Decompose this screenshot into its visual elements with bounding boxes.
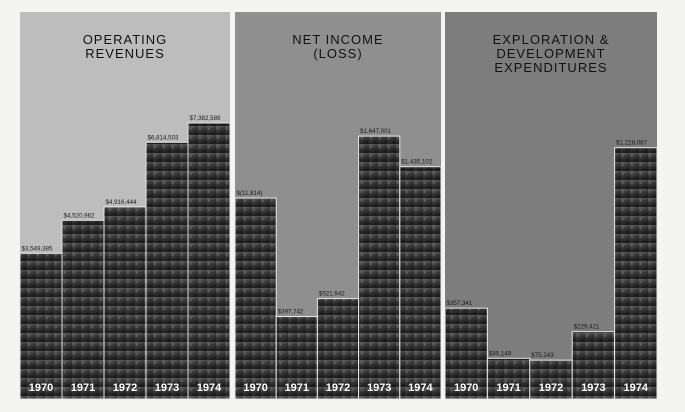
- bar-1974: [187, 122, 231, 400]
- panel-title: NET INCOME(LOSS): [292, 32, 383, 61]
- panel-title-line: EXPENDITURES: [494, 60, 607, 75]
- year-label: 1970: [29, 382, 53, 394]
- value-label: $229,421: [574, 324, 600, 331]
- bar-1973: [145, 141, 189, 400]
- bar-1972: [529, 359, 573, 400]
- value-label: $(11,814): [237, 190, 263, 197]
- value-label: $4,520,962: [64, 212, 96, 219]
- bar-1973: [358, 135, 401, 400]
- year-label: 1974: [624, 382, 649, 394]
- panel-title-line: (LOSS): [313, 46, 362, 61]
- panel-title-line: REVENUES: [85, 46, 165, 61]
- year-label: 1972: [113, 382, 137, 394]
- value-label: $357,341: [447, 300, 473, 307]
- bar-1970: [19, 252, 63, 400]
- value-label: $1,435,102: [401, 159, 433, 166]
- bar-1972: [103, 206, 147, 400]
- panel-title-line: NET INCOME: [292, 32, 383, 47]
- year-label: 1973: [155, 382, 179, 394]
- year-label: 1974: [408, 382, 433, 394]
- bar-1972: [316, 298, 360, 400]
- value-label: $1,647,001: [360, 128, 392, 135]
- value-label: $6,814,503: [148, 134, 180, 141]
- panel-title-line: OPERATING: [83, 32, 168, 47]
- year-label: 1973: [367, 382, 391, 394]
- year-label: 1970: [454, 382, 478, 394]
- year-label: 1972: [539, 382, 563, 394]
- bar-1971: [275, 316, 318, 400]
- bar-1970: [234, 197, 277, 400]
- bar-1974: [399, 166, 442, 400]
- value-label: $3,549,385: [22, 245, 54, 252]
- value-label: $1,228,087: [616, 140, 648, 147]
- bar-1970: [444, 307, 488, 400]
- value-label: $7,382,589: [190, 115, 222, 122]
- year-label: 1971: [285, 382, 309, 394]
- bar-1973: [571, 331, 616, 400]
- value-label: $521,942: [319, 291, 345, 298]
- panel-title-line: DEVELOPMENT: [496, 46, 605, 61]
- chart-panel-2: NET INCOME(LOSS) $(11,814) $397,742 $521,94…: [234, 12, 442, 400]
- year-label: 1973: [581, 382, 605, 394]
- value-label: $75,243: [531, 352, 554, 359]
- panel-title-line: EXPLORATION &: [493, 32, 610, 47]
- bar-1971: [61, 219, 105, 400]
- year-label: 1974: [197, 382, 222, 394]
- year-label: 1971: [496, 382, 520, 394]
- value-label: $4,916,444: [106, 199, 138, 206]
- year-label: 1971: [71, 382, 95, 394]
- bar-1974: [614, 147, 658, 400]
- year-label: 1972: [326, 382, 350, 394]
- value-label: $85,149: [489, 350, 512, 357]
- value-label: $397,742: [278, 309, 304, 316]
- year-label: 1970: [243, 382, 267, 394]
